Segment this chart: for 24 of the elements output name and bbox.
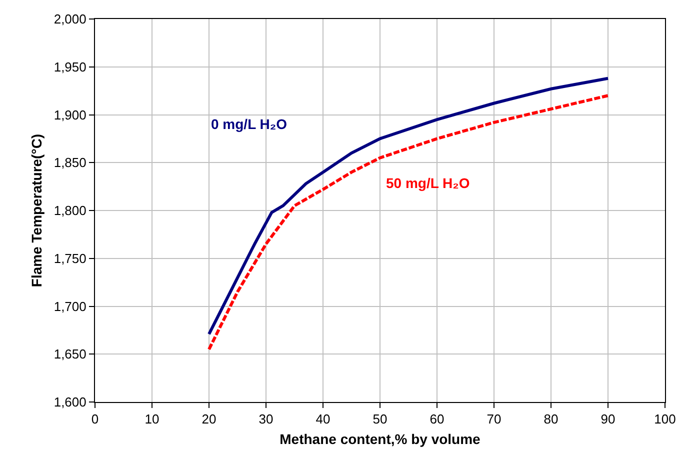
x-tick-label: 90 — [600, 412, 616, 427]
y-axis-title: Flame Temperature(°C) — [28, 134, 44, 288]
y-tick-label: 1,750 — [54, 250, 86, 266]
y-tick-label: 1,800 — [54, 203, 86, 218]
x-tick-label: 10 — [144, 412, 160, 427]
x-tick-label: 100 — [654, 412, 676, 427]
text: 0 mg/L H₂O — [211, 116, 288, 132]
y-tick-label: 1,850 — [54, 155, 86, 170]
x-tick-label: 80 — [544, 412, 558, 427]
y-tick-label: 1,900 — [54, 107, 86, 122]
x-axis-title: Methane content,% by volume — [280, 430, 481, 447]
y-tick-label: 1,650 — [54, 346, 86, 362]
x-tick-label: 40 — [316, 412, 330, 427]
y-tick-label: 2,000 — [54, 12, 86, 27]
y-tick-label: 1,700 — [54, 298, 86, 314]
series-label: 50 mg/L H₂O — [386, 175, 470, 191]
x-tick-label: 50 — [372, 412, 388, 427]
x-tick-label: 60 — [430, 412, 444, 427]
y-tick-label: 1,950 — [54, 59, 86, 74]
x-tick-label: 0 — [91, 412, 99, 427]
x-tick-label: 70 — [486, 412, 502, 427]
y-tick-label: 1,600 — [54, 394, 86, 410]
x-tick-label: 20 — [202, 412, 216, 427]
x-tick-label: 30 — [258, 412, 274, 427]
